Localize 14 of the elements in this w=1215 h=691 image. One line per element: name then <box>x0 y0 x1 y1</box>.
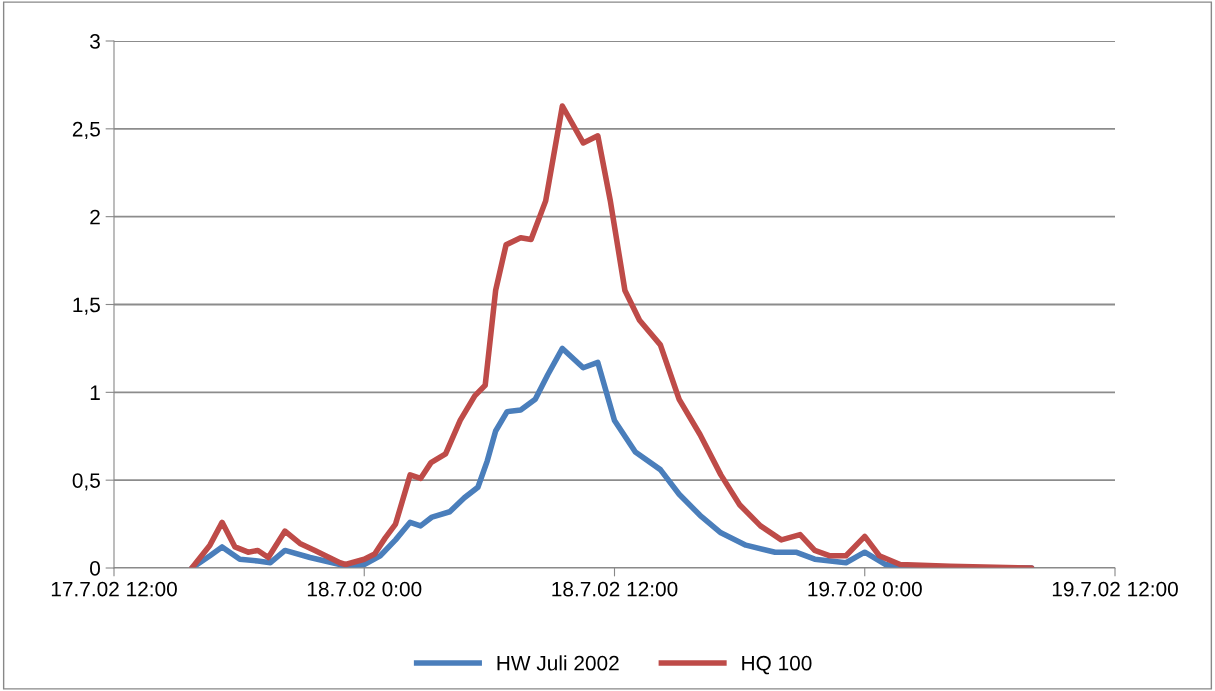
x-tick-label: 17.7.02 12:00 <box>51 581 177 597</box>
y-tick-label: 3 <box>90 34 100 49</box>
legend-label: HW Juli 2002 <box>497 655 619 671</box>
y-tick-label: 0 <box>90 561 100 576</box>
x-tick-label: 18.7.02 12:00 <box>552 581 678 597</box>
y-tick-label: 1 <box>90 385 100 400</box>
y-tick-label: 2,5 <box>72 121 100 140</box>
x-tick-label: 19.7.02 0:00 <box>808 581 922 597</box>
y-tick-label: 0,5 <box>72 473 100 491</box>
x-tick-label: 18.7.02 0:00 <box>307 581 422 597</box>
x-tick-label: 19.7.02 12:00 <box>1052 581 1178 597</box>
y-tick-label: 2 <box>90 209 100 225</box>
y-tick-label: 1,5 <box>73 297 100 315</box>
legend-label: HQ 100 <box>742 655 812 675</box>
